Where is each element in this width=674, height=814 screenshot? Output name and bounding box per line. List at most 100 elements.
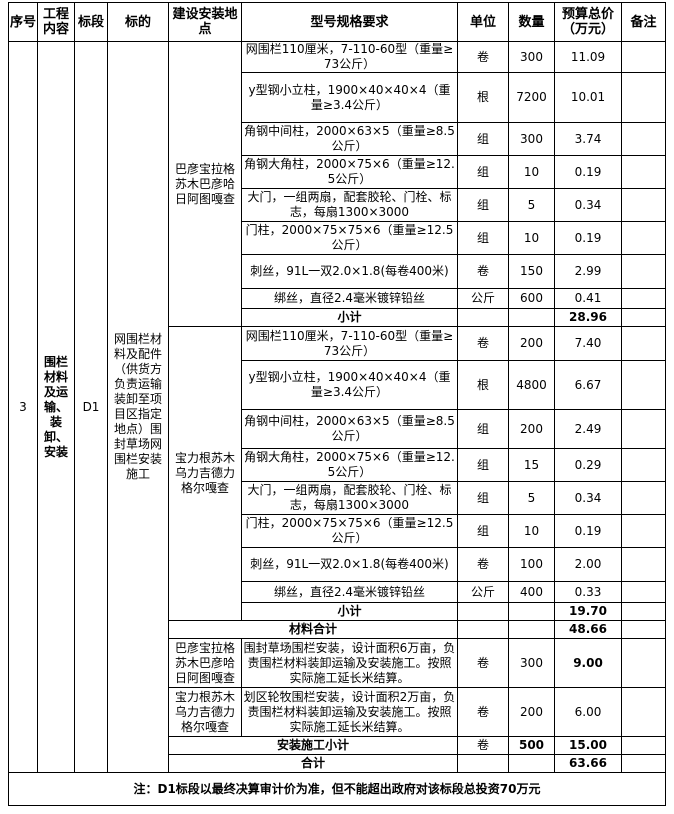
unit-cell: 组 — [457, 221, 509, 255]
price-cell: 10.01 — [554, 72, 622, 123]
remark-cell — [621, 254, 666, 289]
spec-cell: 大门，一组两扇，配套胶轮、门栓、标志，每扇1300×3000 — [241, 481, 458, 515]
install-unit: 卷 — [457, 638, 509, 688]
header-unit: 单位 — [457, 2, 509, 42]
spec-cell: 绑丝，直径2.4毫米镀锌铅丝 — [241, 581, 458, 603]
project-cell: 围栏材料及运输、装卸、安装 — [37, 41, 75, 773]
install-spec: 围封草场围栏安装，设计面积6万亩，负责围栏材料装卸运输及安装施工。按照实际施工延… — [241, 638, 458, 688]
qty-cell: 4800 — [508, 360, 555, 410]
spec-cell: 角钢大角柱，2000×75×6（重量≥12.5公斤） — [241, 155, 458, 189]
grand-total-label: 合计 — [168, 754, 458, 773]
remark-cell — [621, 41, 666, 73]
unit-cell: 组 — [457, 188, 509, 222]
price-cell: 0.19 — [554, 514, 622, 548]
remark-cell — [621, 638, 666, 688]
unit-cell: 组 — [457, 448, 509, 482]
qty-cell — [508, 308, 555, 327]
spec-cell: 网围栏110厘米，7-110-60型（重量≥73公斤） — [241, 41, 458, 73]
price-cell: 2.49 — [554, 409, 622, 449]
unit-cell: 卷 — [457, 254, 509, 289]
price-cell: 0.33 — [554, 581, 622, 603]
note-cell: 注：D1标段以最终决算审计价为准，但不能超出政府对该标段总投资70万元 — [8, 772, 666, 806]
qty-cell: 100 — [508, 547, 555, 582]
qty-cell: 300 — [508, 122, 555, 156]
table-row: 3 围栏材料及运输、装卸、安装 D1 网围栏材料及配件（供货方负责运输装卸至项目区指定… — [8, 41, 666, 773]
qty-cell: 15 — [508, 448, 555, 482]
remark-cell — [621, 326, 666, 361]
grand-total-price: 63.66 — [554, 754, 622, 773]
header-subject: 标的 — [107, 2, 169, 42]
spec-cell: 刺丝，91L一双2.0×1.8(每卷400米) — [241, 254, 458, 289]
qty-cell: 400 — [508, 581, 555, 603]
price-cell: 2.00 — [554, 547, 622, 582]
spec-cell: 刺丝，91L一双2.0×1.8(每卷400米) — [241, 547, 458, 582]
spec-cell: y型钢小立柱，1900×40×40×4（重量≥3.4公斤） — [241, 72, 458, 123]
header-seq: 序号 — [8, 2, 38, 42]
price-cell: 11.09 — [554, 41, 622, 73]
table-row: 绑丝，直径2.4毫米镀锌铅丝 公斤 400 0.33 — [9, 581, 666, 603]
install-qty: 200 — [508, 687, 555, 737]
qty-cell: 150 — [508, 254, 555, 289]
install-spec: 划区轮牧围栏安装，设计面积2万亩，负责围栏材料装卸运输及安装施工。按照实际施工延… — [241, 687, 458, 737]
unit-cell: 组 — [457, 514, 509, 548]
table-row: y型钢小立柱，1900×40×40×4（重量≥3.4公斤）根 7200 10.01 — [9, 72, 666, 123]
unit-cell: 公斤 — [457, 581, 509, 603]
unit-cell: 组 — [457, 155, 509, 189]
unit-cell — [457, 602, 509, 621]
remark-cell — [621, 448, 666, 482]
unit-cell — [457, 754, 509, 773]
install-unit: 卷 — [457, 687, 509, 737]
table-row: 角钢中间柱，2000×63×5（重量≥8.5公斤）组 200 2.49 — [9, 409, 666, 449]
material-total-label: 材料合计 — [168, 620, 458, 639]
remark-cell — [621, 188, 666, 222]
remark-cell — [621, 514, 666, 548]
remark-cell — [621, 155, 666, 189]
header-remark: 备注 — [621, 2, 666, 42]
install-subtotal-unit: 卷 — [457, 736, 509, 755]
remark-cell — [621, 221, 666, 255]
section-cell: D1 — [74, 41, 108, 773]
subtotal-price: 28.96 — [554, 308, 622, 327]
qty-cell: 10 — [508, 514, 555, 548]
remark-cell — [621, 754, 666, 773]
spec-cell: y型钢小立柱，1900×40×40×4（重量≥3.4公斤） — [241, 360, 458, 410]
remark-cell — [621, 122, 666, 156]
table-row: 刺丝，91L一双2.0×1.8(每卷400米) 卷 150 2.99 — [9, 254, 666, 289]
table-row: 大门，一组两扇，配套胶轮、门栓、标志，每扇1300×3000 组 5 0.34 — [9, 188, 666, 222]
remark-cell — [621, 547, 666, 582]
price-cell: 0.19 — [554, 221, 622, 255]
qty-cell: 7200 — [508, 72, 555, 123]
price-cell: 7.40 — [554, 326, 622, 361]
install-row: 巴彦宝拉格苏木巴彦哈日阿图嘎查 围封草场围栏安装，设计面积6万亩，负责围栏材料装卸… — [9, 638, 666, 688]
qty-cell: 200 — [508, 326, 555, 361]
qty-cell: 300 — [508, 41, 555, 73]
unit-cell: 根 — [457, 72, 509, 123]
remark-cell — [621, 360, 666, 410]
remark-cell — [621, 409, 666, 449]
qty-cell — [508, 620, 555, 639]
price-cell: 0.19 — [554, 155, 622, 189]
qty-cell — [508, 754, 555, 773]
budget-table: 序号 工程内容 标段 标的 建设安装地点 型号规格要求 单位 数量 预算总价（万元） 备注 3 围栏材… — [8, 2, 666, 806]
remark-cell — [621, 481, 666, 515]
spec-cell: 角钢大角柱，2000×75×6（重量≥12.5公斤） — [241, 448, 458, 482]
qty-cell: 600 — [508, 288, 555, 309]
header-qty: 数量 — [508, 2, 555, 42]
location-cell: 宝力根苏木乌力吉德力格尔嘎查 — [168, 326, 242, 621]
header-project: 工程内容 — [37, 2, 75, 42]
subject-cell: 网围栏材料及配件（供货方负责运输装卸至项目区指定地点）围封草场网围栏安装施工 — [107, 41, 169, 773]
header-location: 建设安装地点 — [168, 2, 242, 42]
table-row: 门柱，2000×75×75×6（重量≥12.5公斤）组 10 0.19 — [9, 514, 666, 548]
remark-cell — [621, 736, 666, 755]
note-row: 注：D1标段以最终决算审计价为准，但不能超出政府对该标段总投资70万元 — [8, 772, 666, 806]
remark-cell — [621, 687, 666, 737]
install-price: 6.00 — [554, 687, 622, 737]
price-cell: 0.41 — [554, 288, 622, 309]
remark-cell — [621, 308, 666, 327]
spec-cell: 门柱，2000×75×75×6（重量≥12.5公斤） — [241, 221, 458, 255]
table-row: 角钢大角柱，2000×75×6（重量≥12.5公斤）组 15 0.29 — [9, 448, 666, 482]
qty-cell: 200 — [508, 409, 555, 449]
unit-cell: 卷 — [457, 547, 509, 582]
price-cell: 0.29 — [554, 448, 622, 482]
seq-cell: 3 — [8, 41, 38, 773]
